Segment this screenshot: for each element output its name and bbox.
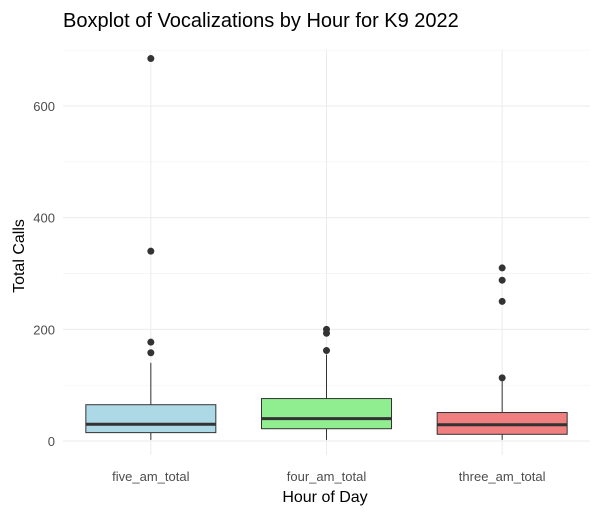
outlier-point — [498, 276, 506, 284]
y-tick-label: 600 — [33, 99, 55, 114]
outlier-point — [498, 264, 506, 272]
outlier-point — [147, 338, 155, 346]
box-four_am_total — [261, 325, 392, 440]
x-tick-label: four_am_total — [287, 469, 367, 484]
box-five_am_total — [85, 55, 217, 440]
box-body — [85, 404, 217, 434]
outlier-point — [147, 55, 155, 63]
y-axis-ticks: 0 200 400 600 — [33, 99, 55, 449]
outlier-point — [498, 374, 506, 382]
x-axis-title: Hour of Day — [282, 489, 367, 506]
box-body — [261, 398, 392, 430]
outlier-point — [323, 347, 330, 355]
x-axis-ticks: five_am_total four_am_total three_am_total — [112, 469, 545, 484]
outlier-point — [498, 297, 506, 305]
x-tick-label: five_am_total — [112, 469, 189, 484]
y-axis-title: Total Calls — [11, 219, 28, 293]
chart-title: Boxplot of Vocalizations by Hour for K9 … — [63, 10, 459, 32]
boxes — [85, 55, 568, 440]
y-tick-label: 0 — [48, 434, 55, 449]
x-tick-label: three_am_total — [459, 469, 546, 484]
outlier-point — [147, 247, 155, 255]
outlier-point — [323, 325, 330, 333]
outlier-point — [147, 349, 155, 357]
box-three_am_total — [436, 264, 568, 440]
y-tick-label: 200 — [33, 322, 55, 337]
y-tick-label: 400 — [33, 211, 55, 226]
